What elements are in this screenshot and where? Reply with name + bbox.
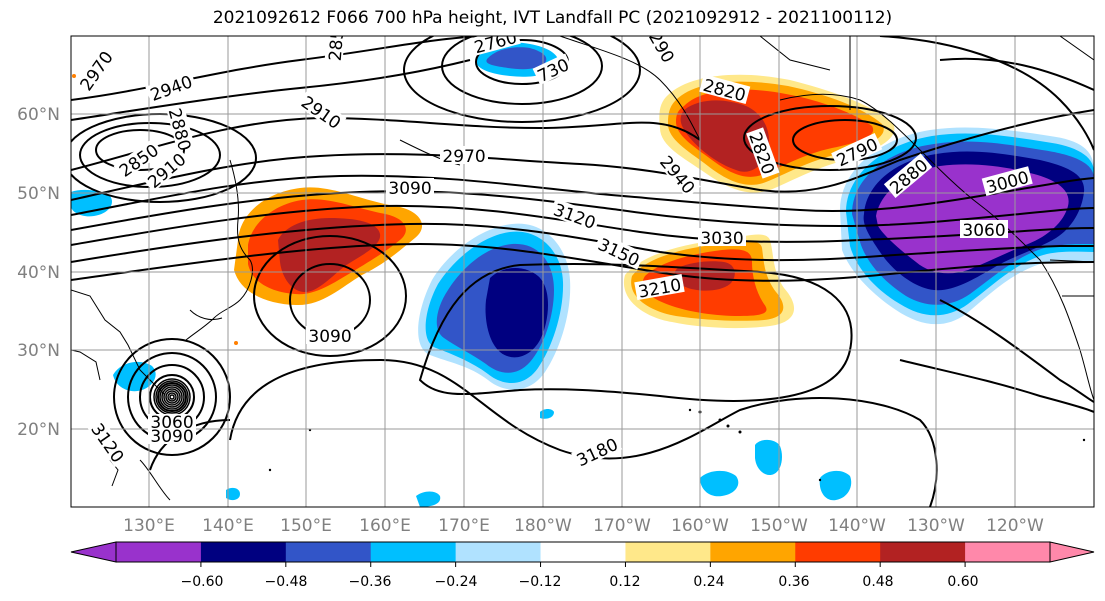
lon-label: 140°W <box>828 516 886 536</box>
lon-label: 160°E <box>359 516 411 536</box>
ivt-positive-anomaly-central-east <box>623 234 795 329</box>
colorbar-segment <box>965 542 1051 562</box>
gridlines <box>71 36 1094 507</box>
colorbar-segment <box>540 542 626 562</box>
contour-label: 285 <box>326 28 349 62</box>
coastlines <box>71 36 1094 501</box>
colorbar-tick-label: −0.24 <box>435 574 478 590</box>
colorbar-tick-label: −0.60 <box>181 574 224 590</box>
colorbar-left-extend <box>71 542 116 562</box>
colorbar-segment <box>455 542 542 562</box>
colorbar-tick-label: 0.24 <box>693 574 724 590</box>
typhoon-core <box>153 378 191 416</box>
lon-label: 170°W <box>593 516 651 536</box>
contour-label: 3090 <box>308 327 351 347</box>
colorbar-segment <box>795 542 881 562</box>
colorbar-frame <box>115 541 1051 563</box>
lon-label: 170°E <box>438 516 490 536</box>
colorbar-segment <box>116 542 202 562</box>
lat-label: 50°N <box>17 184 60 204</box>
colorbar-segment <box>370 542 457 562</box>
lon-label: 140°E <box>202 516 254 536</box>
colorbar-tick-label: −0.48 <box>265 574 308 590</box>
ivt-positive-anomaly-alaska <box>659 74 895 193</box>
lat-label: 60°N <box>17 105 60 125</box>
map-frame <box>70 35 1095 508</box>
lon-label: 130°W <box>907 516 965 536</box>
contour-label: 2970 <box>442 147 485 167</box>
contour-label: 3090 <box>150 427 193 447</box>
lon-label: 130°E <box>123 516 175 536</box>
colorbar-segment <box>710 542 796 562</box>
latitude-labels: 60°N 50°N 40°N 30°N 20°N <box>17 105 60 440</box>
colorbar-tick-label: 0.36 <box>778 574 809 590</box>
colorbar-tick-labels: −0.60 −0.48 −0.36 −0.24 −0.12 0.12 0.24 … <box>181 574 979 590</box>
colorbar-tick-label: 0.12 <box>609 574 640 590</box>
contour-label: 3090 <box>388 179 431 199</box>
lon-label: 160°W <box>671 516 729 536</box>
height-contours <box>71 36 1094 507</box>
colorbar-ticks <box>200 562 966 567</box>
colorbar-tick-label: −0.36 <box>349 574 392 590</box>
ivt-negative-anomaly-central <box>418 223 571 390</box>
lat-label: 30°N <box>17 341 60 361</box>
colorbar-segment <box>285 542 372 562</box>
colorbar: −0.60 −0.48 −0.36 −0.24 −0.12 0.12 0.24 … <box>70 541 1095 590</box>
contour-label: 3060 <box>962 221 1005 241</box>
colorbar-segment <box>625 542 711 562</box>
colorbar-tick-label: −0.12 <box>519 574 562 590</box>
map-title: 2021092612 F066 700 hPa height, IVT Land… <box>212 8 893 28</box>
lon-label: 150°E <box>280 516 332 536</box>
longitude-labels: 130°E 140°E 150°E 160°E 170°E 180°W 170°… <box>123 516 1044 536</box>
contour-label: 3030 <box>700 229 743 249</box>
lon-label: 120°W <box>986 516 1044 536</box>
lat-label: 40°N <box>17 263 60 283</box>
colorbar-segments <box>71 542 1094 562</box>
colorbar-tick-label: 0.48 <box>862 574 893 590</box>
lon-label: 180°W <box>514 516 572 536</box>
colorbar-segment <box>200 542 287 562</box>
lat-label: 20°N <box>17 420 60 440</box>
colorbar-segment <box>880 542 966 562</box>
colorbar-tick-label: 0.60 <box>947 574 978 590</box>
lon-label: 150°W <box>750 516 808 536</box>
colorbar-right-extend <box>1050 542 1094 562</box>
